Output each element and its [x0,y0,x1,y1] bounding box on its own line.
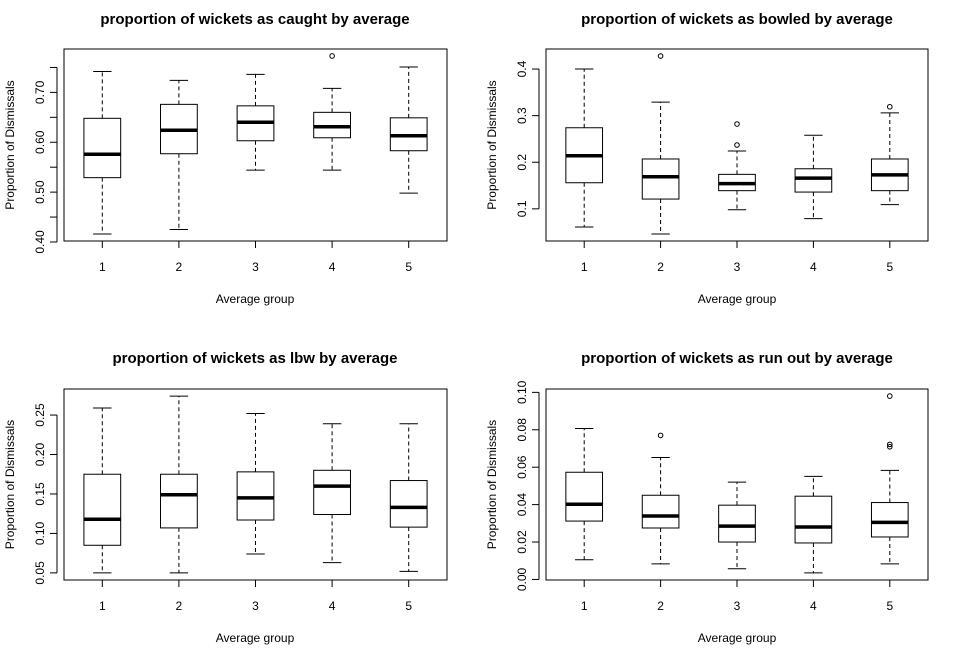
box-group-5 [389,66,428,194]
box-iqr [565,471,604,522]
x-tick-label: 3 [252,260,259,274]
box-group-3 [718,121,756,211]
x-tick-label: 5 [886,599,893,613]
box-iqr [236,471,275,521]
boxplot-panel-2: proportion of wickets as bowled by avera… [485,11,929,306]
y-tick-label: 0.15 [33,482,47,506]
chart-title: proportion of wickets as lbw by average [112,350,397,367]
box-iqr [160,473,198,529]
x-tick-label: 5 [886,260,893,274]
box-group-1 [565,427,604,561]
box-group-2 [160,395,198,574]
x-tick-label: 1 [99,599,106,613]
box-group-3 [236,73,275,171]
box-group-4 [794,134,833,220]
box-iqr [83,117,122,179]
box-iqr [718,504,756,543]
x-axis-label: Average group [698,292,777,306]
x-tick-label: 4 [810,260,817,274]
box-group-4 [313,423,351,564]
box-group-4 [794,475,833,574]
outlier-point [657,53,664,59]
outlier-point [734,121,740,127]
x-tick-label: 2 [657,599,664,613]
box-iqr [641,158,680,200]
y-axis-label: Proportion of Dismissals [485,420,499,549]
y-axis-label: Proportion of Dismissals [485,80,499,209]
y-tick-label: 0.1 [515,200,529,217]
box-iqr [870,502,909,538]
y-tick-label: 0.3 [515,107,529,124]
boxplot-panel-4: proportion of wickets as run out by aver… [485,350,929,645]
box-group-2 [641,432,680,565]
box-iqr [641,494,680,529]
y-tick-label: 0.05 [33,561,47,585]
x-tick-label: 5 [405,599,412,613]
chart-title: proportion of wickets as caught by avera… [100,11,409,28]
y-tick-label: 0.60 [33,130,47,154]
y-tick-label: 0.04 [515,493,529,517]
y-tick-label: 0.06 [515,455,529,479]
outlier-point [887,393,893,399]
outlier-point [887,441,893,448]
y-tick-label: 0.10 [33,521,47,545]
x-tick-label: 4 [810,599,817,613]
box-group-4 [313,53,351,171]
x-tick-label: 2 [176,260,183,274]
box-iqr [83,473,122,546]
y-tick-label: 0.20 [33,443,47,467]
x-axis-label: Average group [216,631,295,645]
outlier-point [734,142,740,148]
x-tick-label: 5 [405,260,412,274]
y-tick-label: 0.2 [515,154,529,171]
chart-title: proportion of wickets as bowled by avera… [581,11,893,28]
box-group-1 [83,70,122,235]
x-tick-label: 1 [581,599,588,613]
box-iqr [794,495,833,544]
boxplot-panel-3: proportion of wickets as lbw by average 1… [3,350,448,645]
y-tick-label: 0.00 [515,567,529,591]
box-group-1 [83,407,122,574]
y-tick-label: 0.50 [33,180,47,204]
boxplot-panel-1: proportion of wickets as caught by avera… [3,11,448,306]
x-tick-label: 3 [252,599,259,613]
x-tick-label: 4 [329,599,336,613]
x-tick-label: 1 [99,260,106,274]
outlier-point [887,103,893,110]
y-tick-label: 0.08 [515,418,529,442]
box-group-2 [160,79,198,231]
box-group-5 [870,103,909,206]
plot-frame [545,48,929,242]
x-tick-label: 4 [329,260,336,274]
box-iqr [389,480,428,528]
outlier-point [657,432,664,439]
box-group-5 [870,393,909,565]
x-tick-label: 2 [657,260,664,274]
box-group-3 [718,481,756,570]
y-tick-label: 0.25 [33,403,47,427]
y-tick-label: 0.70 [33,80,47,104]
y-axis-label: Proportion of Dismissals [3,80,17,209]
box-iqr [794,168,833,193]
y-axis-label: Proportion of Dismissals [3,420,17,549]
x-axis-label: Average group [216,292,295,306]
x-tick-label: 3 [734,599,741,613]
y-tick-label: 0.40 [33,230,47,254]
y-tick-label: 0.10 [515,380,529,404]
x-tick-label: 3 [734,260,741,274]
outlier-point [329,53,335,59]
box-iqr [313,469,351,515]
y-tick-label: 0.02 [515,530,529,554]
x-axis-label: Average group [698,631,777,645]
box-group-3 [236,412,275,555]
y-tick-label: 0.4 [515,60,529,77]
box-group-1 [565,68,604,228]
chart-title: proportion of wickets as run out by aver… [581,350,893,367]
x-tick-label: 2 [176,599,183,613]
outlier-point [887,444,893,450]
box-group-2 [641,53,680,235]
x-tick-label: 1 [581,260,588,274]
box-group-5 [389,423,428,572]
